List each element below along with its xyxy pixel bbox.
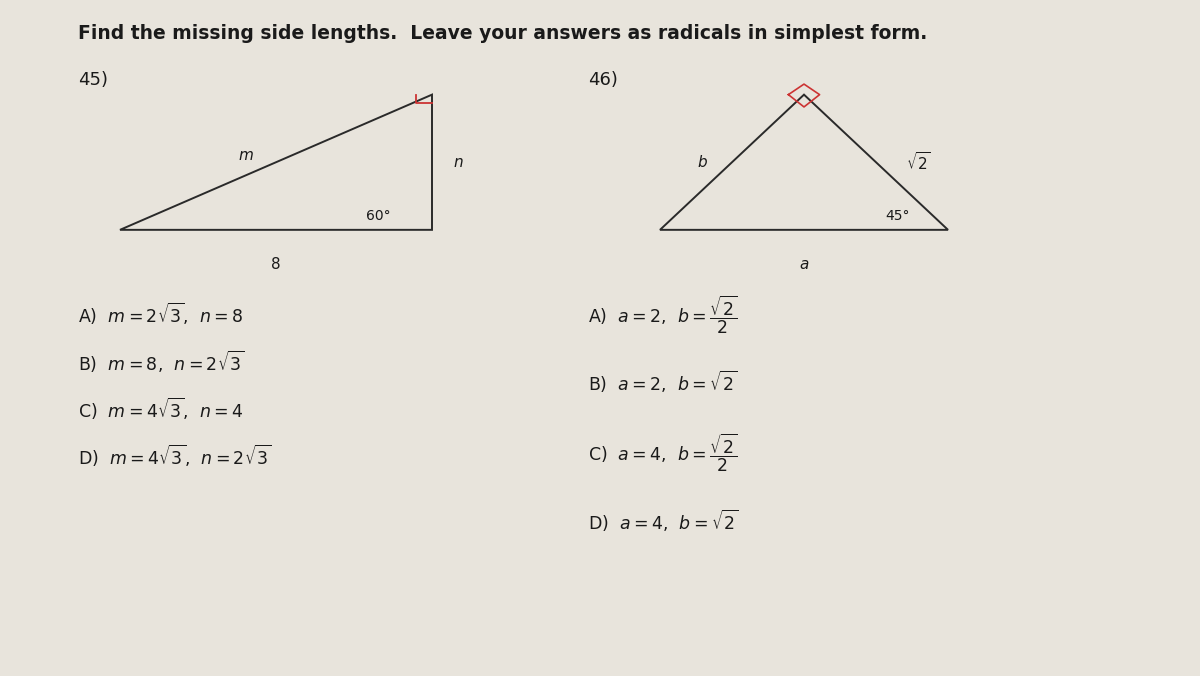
Text: B)  $m = 8$,  $n = 2\sqrt{3}$: B) $m = 8$, $n = 2\sqrt{3}$ <box>78 349 245 375</box>
Text: 45): 45) <box>78 71 108 89</box>
Text: D)  $a = 4$,  $b = \sqrt{2}$: D) $a = 4$, $b = \sqrt{2}$ <box>588 508 739 533</box>
Text: $\sqrt{2}$: $\sqrt{2}$ <box>906 151 930 173</box>
Text: Find the missing side lengths.  Leave your answers as radicals in simplest form.: Find the missing side lengths. Leave you… <box>78 24 928 43</box>
Text: D)  $m = 4\sqrt{3}$,  $n = 2\sqrt{3}$: D) $m = 4\sqrt{3}$, $n = 2\sqrt{3}$ <box>78 443 271 469</box>
Text: C)  $a = 4$,  $b = \dfrac{\sqrt{2}}{2}$: C) $a = 4$, $b = \dfrac{\sqrt{2}}{2}$ <box>588 432 738 474</box>
Text: B)  $a = 2$,  $b = \sqrt{2}$: B) $a = 2$, $b = \sqrt{2}$ <box>588 369 737 395</box>
Text: A)  $m = 2\sqrt{3}$,  $n = 8$: A) $m = 2\sqrt{3}$, $n = 8$ <box>78 301 244 327</box>
Text: 46): 46) <box>588 71 618 89</box>
Text: m: m <box>239 148 253 163</box>
Text: A)  $a = 2$,  $b = \dfrac{\sqrt{2}}{2}$: A) $a = 2$, $b = \dfrac{\sqrt{2}}{2}$ <box>588 293 737 335</box>
Text: 8: 8 <box>271 257 281 272</box>
Text: 45°: 45° <box>886 209 910 223</box>
Text: a: a <box>799 257 809 272</box>
Text: C)  $m = 4\sqrt{3}$,  $n = 4$: C) $m = 4\sqrt{3}$, $n = 4$ <box>78 396 244 422</box>
Text: 60°: 60° <box>366 209 390 223</box>
Text: b: b <box>697 155 707 170</box>
Text: n: n <box>454 155 463 170</box>
